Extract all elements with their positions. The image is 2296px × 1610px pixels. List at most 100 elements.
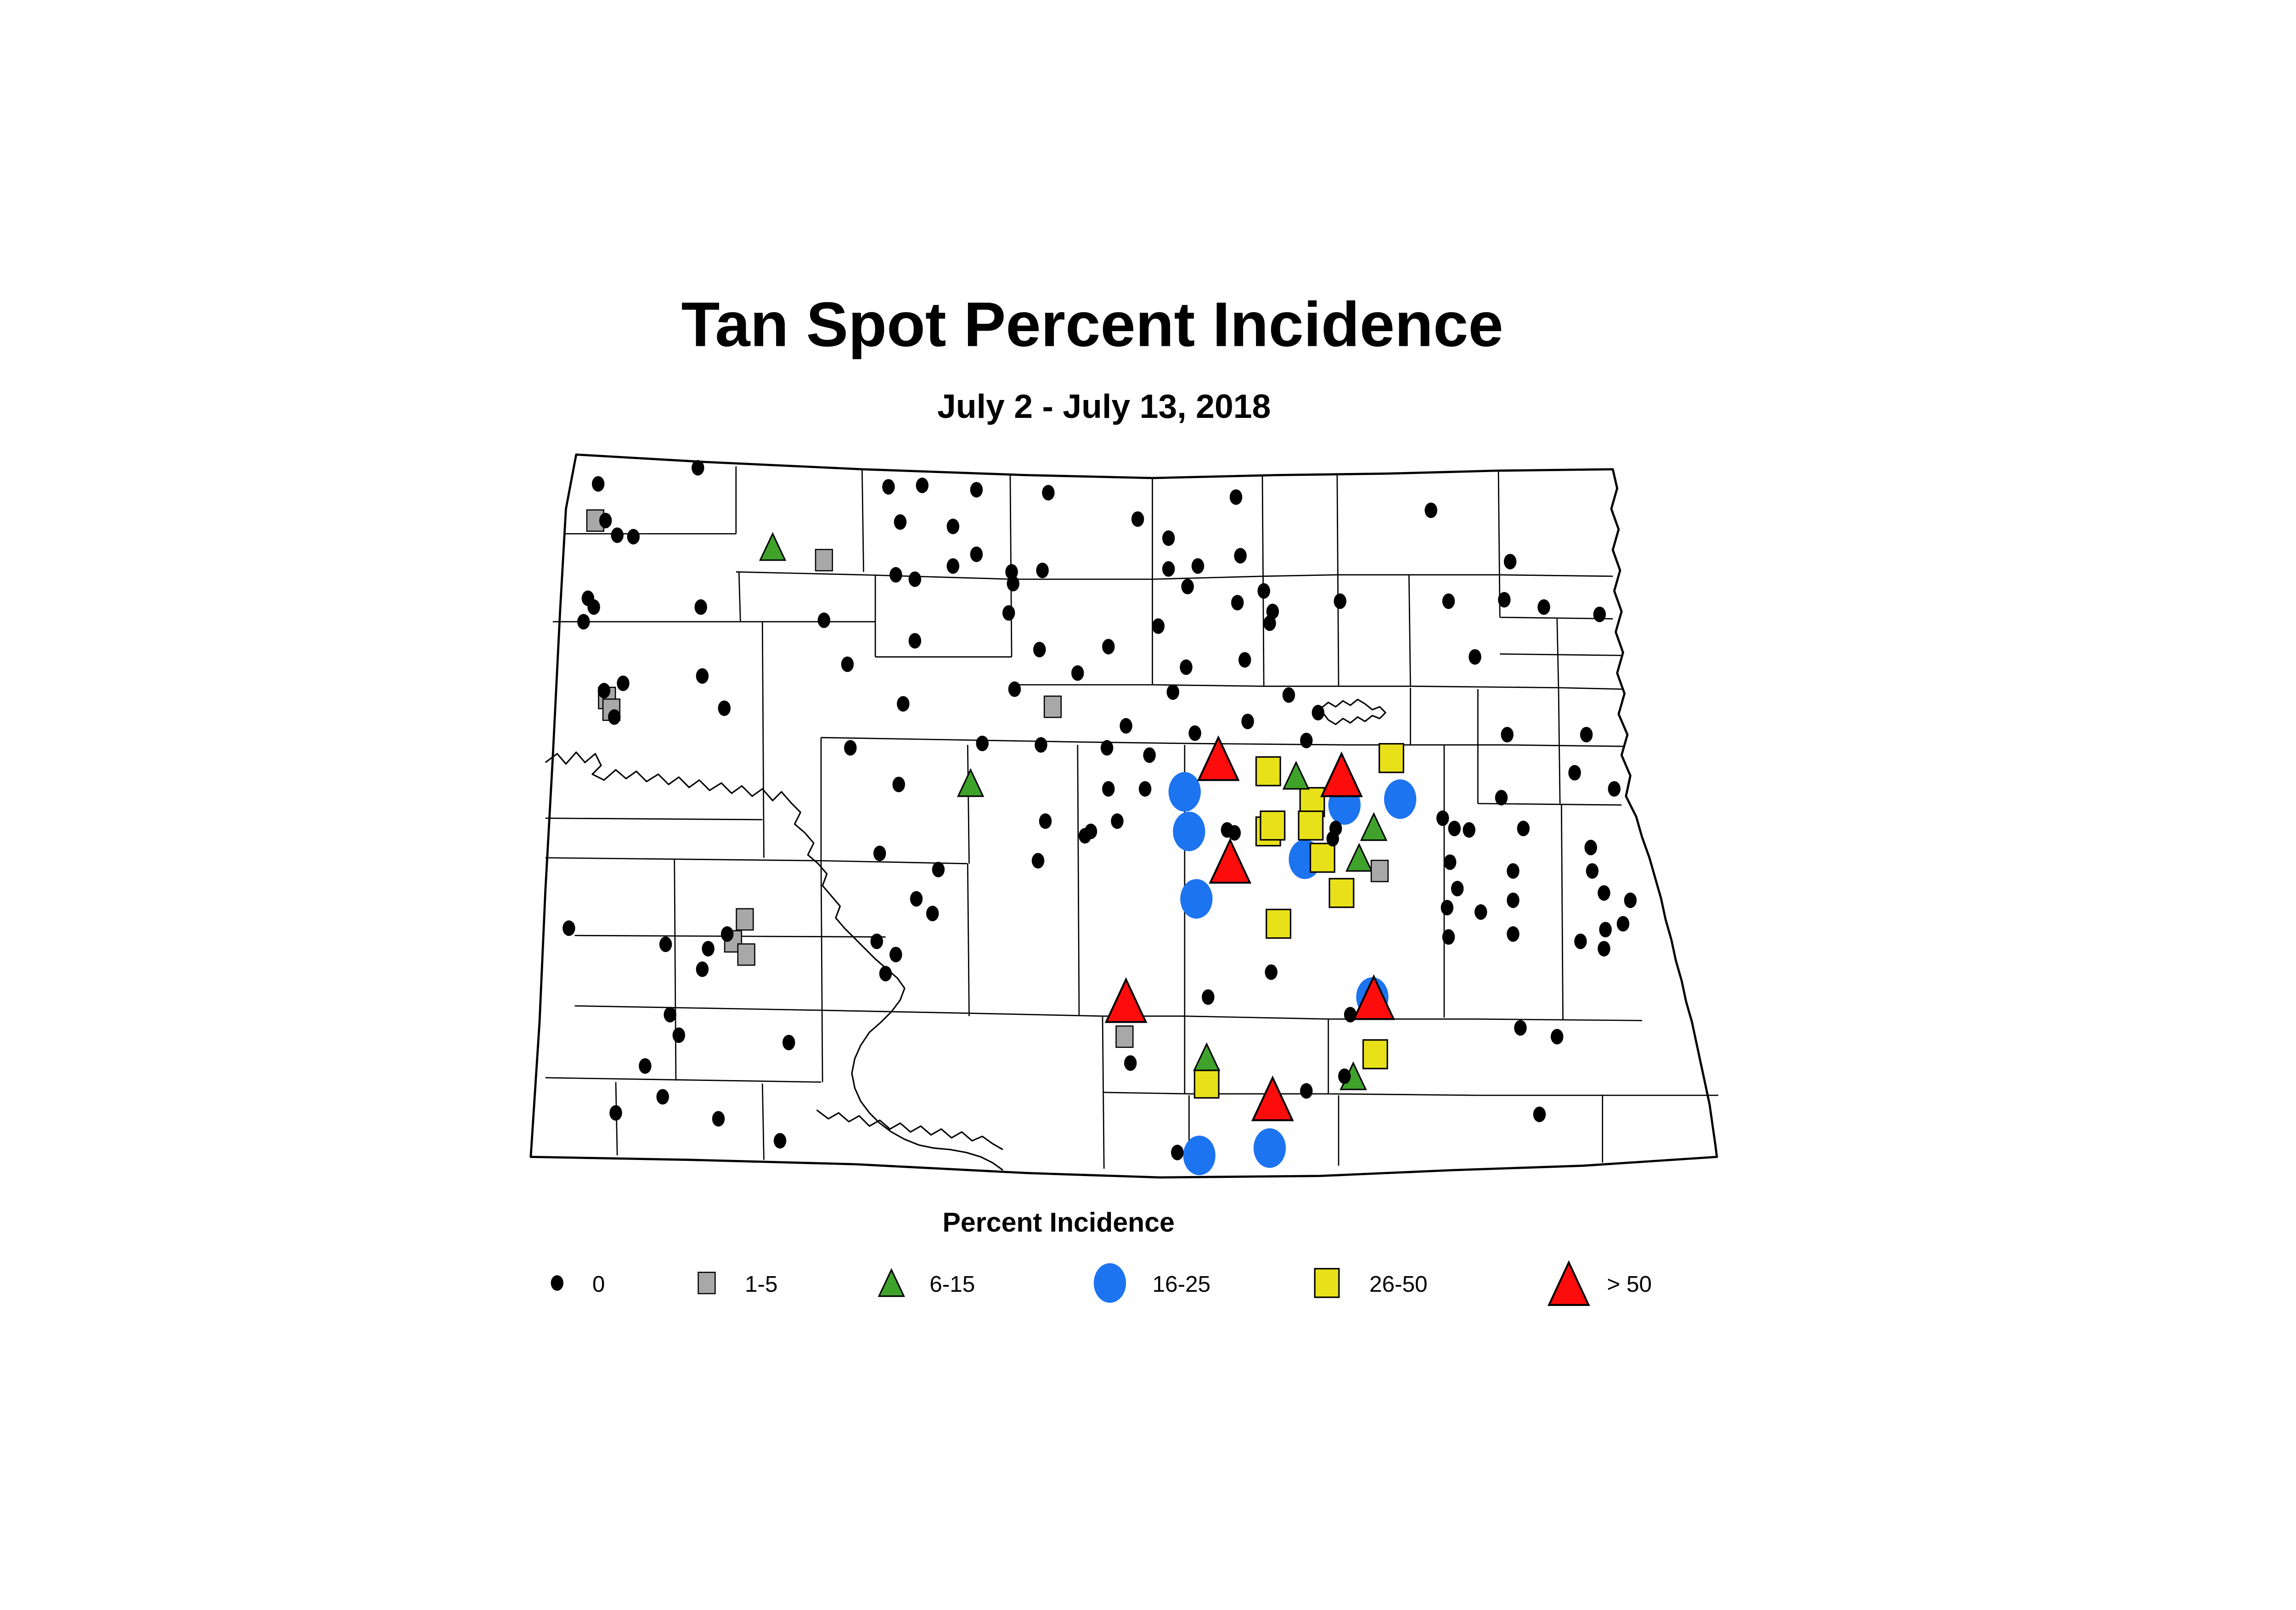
marker-yellow-square [1328,878,1355,908]
marker-black-dot [1436,810,1449,826]
marker-black-dot [976,735,989,751]
marker-black-dot [1039,813,1052,829]
legend-item-label: 16-25 [1153,1272,1211,1297]
marker-gray-square [737,943,755,966]
marker-yellow-square [1255,756,1281,787]
marker-black-dot [1326,831,1339,847]
marker-black-dot [1442,593,1455,609]
marker-black-dot [1448,821,1461,837]
marker-blue-circle [1183,1135,1216,1176]
cannonball-river [816,1109,1003,1150]
marker-black-dot [1442,929,1455,945]
marker-yellow-square [1362,1039,1388,1070]
legend: Percent Incidence 0 1-5 6-15 16-25 26-50… [551,1207,1652,1306]
state-outline [529,453,1718,1179]
legend-item-label: 26-50 [1369,1272,1428,1297]
missouri-river [545,751,1003,1171]
marker-black-dot [1031,853,1045,869]
marker-black-dot [1033,642,1046,658]
marker-black-dot [1616,916,1630,932]
legend-item-label: > 50 [1607,1272,1652,1297]
marker-blue-circle [1180,879,1213,919]
marker-black-dot [1035,737,1047,753]
marker-black-dot [889,567,902,583]
legend-item-6-15: 6-15 [878,1268,975,1297]
marker-black-dot [1111,813,1124,829]
marker-black-dot [879,966,892,982]
marker-black-dot [1162,530,1175,546]
legend-item-0: 0 [551,1272,605,1297]
marker-black-dot [1580,726,1593,743]
marker-black-dot [1238,652,1251,668]
marker-black-dot [910,891,923,907]
marker-black-dot [1282,687,1295,703]
marker-black-dot [1229,489,1243,505]
marker-black-dot [1143,747,1156,763]
marker-black-dot [1071,665,1084,681]
devils-lake [1320,698,1386,725]
marker-black-dot [1441,900,1454,916]
marker-black-dot [672,1027,686,1043]
marker-black-dot [1266,603,1279,619]
marker-black-dot [1517,821,1530,837]
marker-yellow-square [1379,743,1404,773]
marker-black-dot [892,777,905,793]
marker-black-dot [1036,563,1049,579]
marker-black-dot [844,740,857,756]
marker-black-dot [599,512,612,529]
marker-black-dot [694,599,707,615]
marker-black-dot [916,478,929,493]
page-title: Tan Spot Percent Incidence [681,290,1503,360]
marker-black-dot [608,709,621,725]
marker-black-dot [1533,1106,1546,1122]
green-triangle-icon [878,1268,905,1297]
marker-black-dot [1584,839,1597,856]
marker-black-dot [882,479,895,495]
marker-green-triangle [957,768,985,797]
marker-black-dot [1241,714,1254,729]
marker-black-dot [1171,1144,1184,1160]
marker-black-dot [659,936,672,952]
marker-black-dot [782,1035,795,1051]
marker-black-dot [563,920,575,936]
marker-black-dot [1507,892,1519,908]
marker-black-dot [889,946,902,963]
marker-black-dot [1344,1007,1357,1023]
marker-yellow-square [1298,810,1324,841]
marker-layer [563,460,1637,1176]
marker-black-dot [1334,593,1346,609]
marker-black-dot [1624,892,1637,908]
legend-item-label: 1-5 [745,1272,778,1297]
marker-black-dot [664,1007,676,1023]
marker-black-dot [1311,704,1325,721]
marker-black-dot [841,656,854,672]
legend-item-26-50: 26-50 [1314,1268,1428,1298]
marker-black-dot [609,1105,622,1121]
marker-black-dot [1263,615,1276,631]
marker-black-dot [656,1089,669,1105]
marker-black-dot [617,676,630,691]
marker-green-triangle [759,532,787,561]
marker-black-dot [1424,502,1437,518]
marker-green-triangle [1345,843,1373,872]
marker-black-dot [1598,885,1610,901]
marker-black-dot [1234,548,1247,564]
marker-black-dot [1469,649,1481,665]
marker-black-dot [1002,605,1015,621]
marker-black-dot [946,558,960,574]
marker-black-dot [1537,599,1550,615]
marker-black-dot [1257,583,1270,599]
marker-black-dot [591,476,605,492]
marker-black-dot [1507,926,1519,942]
marker-blue-circle [1253,1128,1286,1168]
marker-black-dot [597,683,611,698]
marker-black-dot [1102,781,1115,797]
marker-black-dot [870,934,884,949]
page-subtitle: July 2 - July 13, 2018 [937,388,1271,425]
marker-black-dot [908,571,922,587]
marker-black-dot [932,861,945,878]
marker-black-dot [1338,1068,1351,1084]
marker-black-dot [1495,790,1508,805]
marker-black-dot [1228,825,1241,841]
